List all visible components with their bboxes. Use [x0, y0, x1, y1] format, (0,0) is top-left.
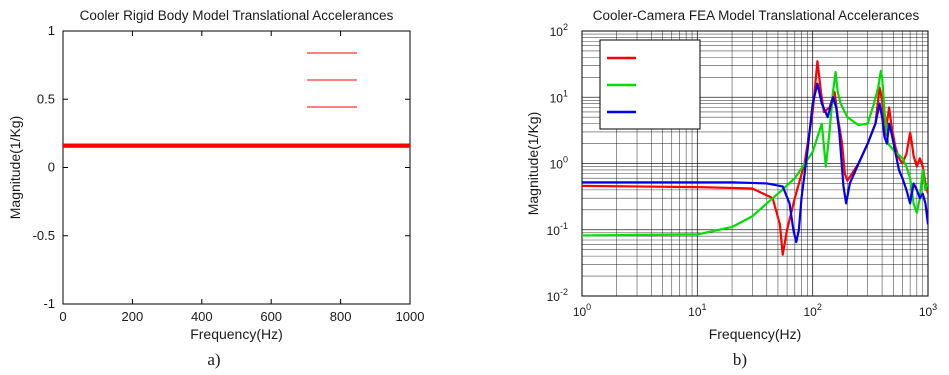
x-tick-label-exponent: 3: [932, 302, 937, 312]
x-tick-label-exponent: 2: [817, 302, 822, 312]
y-tick-label: 101: [550, 88, 568, 105]
x-axis-label: Frequency(Hz): [190, 326, 283, 342]
y-axis-label: Magnitude(1/Kg): [7, 116, 23, 220]
legend: [307, 52, 357, 108]
chart-title: Cooler Rigid Body Model Translational Ac…: [80, 8, 394, 23]
panel-b-chart: 100 101 102 10310-210-1100101102Cooler-Came…: [525, 8, 937, 369]
y-tick-label-base: 10: [550, 91, 564, 105]
x-tick-label-base: 10: [573, 305, 587, 319]
x-tick-label-base: 10: [803, 305, 817, 319]
x-tick-label-base: 10: [688, 305, 702, 319]
y-tick-label-base: 10: [547, 224, 561, 238]
y-tick-label-base: 10: [550, 158, 564, 172]
x-tick-label: 101: [688, 302, 706, 319]
chart-title: Cooler-Camera FEA Model Translational Ac…: [593, 8, 920, 23]
x-tick-label-exponent: 0: [586, 302, 591, 312]
y-tick-label: 102: [550, 22, 568, 39]
legend: [599, 39, 701, 130]
panel-a-chart: 0 200 400 600 800 1000 -1 -0.5 0 0.5 1 Cooler Rigid…: [7, 8, 425, 369]
y-tick-label-exponent: -2: [560, 287, 568, 297]
y-tick-label: 10-1: [547, 221, 568, 238]
y-tick-label: 1: [48, 23, 55, 38]
x-axis-label: Frequency(Hz): [709, 326, 802, 342]
y-tick-label-exponent: 0: [563, 155, 568, 165]
y-tick-label-base: 10: [547, 290, 561, 304]
y-tick-label: -1: [43, 296, 55, 311]
x-tick-label: 400: [191, 309, 213, 324]
y-tick-label: 0.5: [37, 91, 55, 106]
x-tick-label: 200: [122, 309, 144, 324]
y-tick-label: 100: [550, 155, 568, 172]
x-tick-label: 102: [803, 302, 821, 319]
x-tick-label: 800: [330, 309, 352, 324]
x-tick-label: 1000: [396, 309, 425, 324]
x-tick-label: 600: [260, 309, 282, 324]
series-line-sz: [582, 82, 928, 244]
y-tick-label-exponent: -1: [560, 221, 568, 231]
x-tick-label: 100: [573, 302, 591, 319]
x-tick-label-base: 10: [919, 305, 933, 319]
y-tick-label-exponent: 2: [563, 22, 568, 32]
x-tick-label-exponent: 1: [702, 302, 707, 312]
y-tick-label-exponent: 1: [563, 88, 568, 98]
x-tick-label: 0: [59, 309, 66, 324]
y-tick-label: 10-2: [547, 287, 568, 304]
y-tick-label: 0: [48, 160, 55, 175]
panel-label: b): [733, 350, 747, 369]
y-tick-label-base: 10: [550, 25, 564, 39]
plot-area: [62, 30, 411, 305]
panel-label: a): [207, 350, 220, 369]
x-tick-label: 103: [919, 302, 937, 319]
y-axis-label: Magnitude(1/Kg): [525, 112, 541, 216]
series-lines: [582, 60, 928, 256]
y-tick-label: -0.5: [33, 228, 55, 243]
plot-frame: [581, 30, 929, 297]
